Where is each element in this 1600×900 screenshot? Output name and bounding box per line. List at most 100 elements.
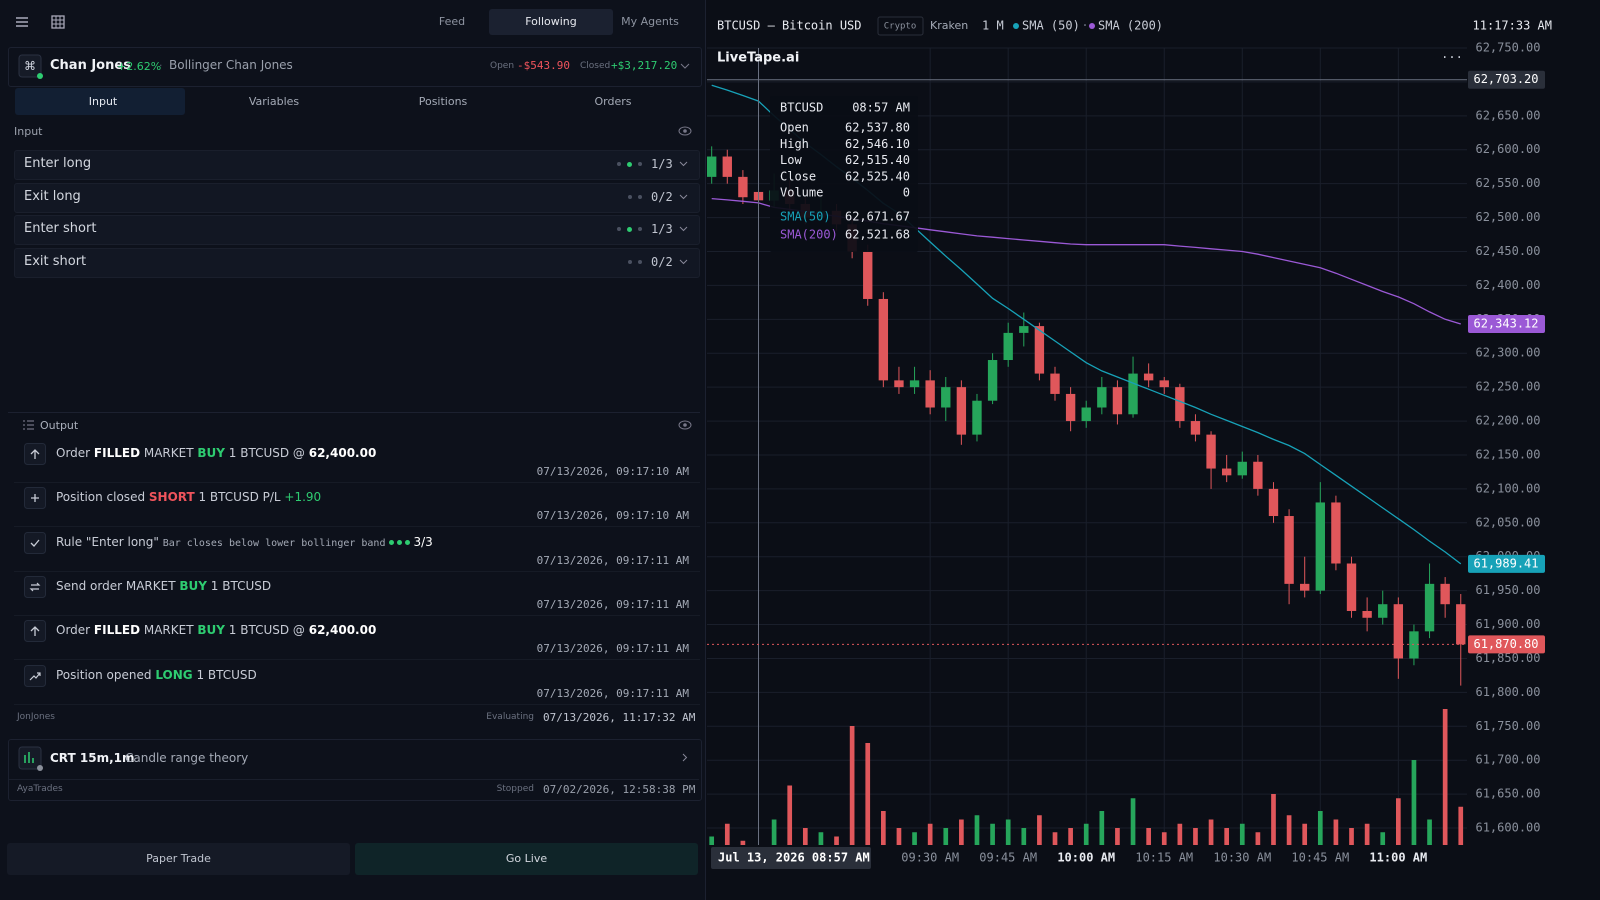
log-part: Bar closes below lower bollinger band [162,537,386,549]
volume-bar [1427,819,1432,845]
action-button[interactable]: Go Live [355,843,698,875]
agent-name: Chan Jones [50,58,131,73]
action-button[interactable]: Paper Trade [7,843,350,875]
y-tick-label: 61,650.00 [1475,787,1540,801]
rule-row[interactable] [14,182,700,213]
status-dot [628,194,632,199]
y-tick-label: 61,800.00 [1475,685,1540,699]
tooltip-name: Low [780,153,802,167]
candle-body [941,387,951,408]
y-tick-label: 62,650.00 [1475,108,1540,122]
x-tick-label: 11:00 AM [1369,851,1427,865]
section-tab[interactable]: Variables [186,88,356,115]
tooltip-time: 08:57 AM [852,101,910,115]
y-tick-label: 62,100.00 [1475,481,1540,495]
log-part: BUY [179,578,207,593]
log-message: Position closed SHORT 1 BTCUSD P/L +1.90 [56,490,321,504]
volume-bar [1333,819,1339,845]
y-tick-label: 61,750.00 [1475,719,1540,733]
y-tick-label: 62,400.00 [1475,278,1540,292]
section-title: Input [14,125,43,138]
eye-icon [678,420,692,430]
section-tab[interactable]: Positions [355,88,525,115]
tooltip-box [770,96,918,252]
log-part: Position closed [56,490,149,505]
chevron [680,63,690,69]
nav-tab[interactable]: My Agents [621,15,679,28]
agent-card[interactable] [8,739,702,801]
x-tick-label: 09:45 AM [979,851,1037,865]
y-tick-label: 61,850.00 [1475,651,1540,665]
header-bar [706,0,1600,44]
candle-body [1143,373,1154,381]
volume-bar [802,828,808,845]
legend-label: SMA (200) [1098,19,1163,33]
volume-bar [1302,823,1308,845]
closed-label: Closed [580,61,611,71]
volume-bar [974,815,980,845]
log-part: 1 BTCUSD P/L [194,490,285,505]
badge: Crypto [884,22,917,32]
volume-bar [865,743,871,845]
candle-body [1019,326,1029,333]
log-time: 07/13/2026, 09:17:10 AM [536,509,689,523]
section-title: Output [40,419,79,432]
y-tick-label: 62,550.00 [1475,176,1540,190]
status-user: JonJones [17,712,55,722]
eye-icon [678,126,692,136]
separator: · [159,59,163,72]
rule-name: Exit short [24,254,87,270]
candle-body [1003,332,1013,361]
log-part: Position opened [56,667,156,682]
rule-row[interactable] [14,215,700,246]
divider [9,779,699,780]
log-part: MARKET [140,446,198,460]
log-icon [24,620,46,643]
volume-bar [1380,832,1386,845]
tooltip-name: SMA(50) [780,210,831,224]
nav-tab[interactable]: Feed [438,15,466,28]
candle-body [1409,631,1419,659]
agent-change: +2.62% [117,60,162,73]
tooltip-value: 62,521.68 [845,228,910,242]
candle-body [1284,516,1294,584]
candle-body [1331,502,1341,564]
section-tab[interactable]: Input [15,88,185,115]
tab-label: Input [88,95,118,108]
tooltip-symbol: BTCUSD [780,101,823,115]
rule-row[interactable] [14,150,700,180]
y-tick-label: 62,600.00 [1475,142,1540,156]
candle-body [894,380,904,388]
chevron [679,194,688,199]
candle-body [707,156,717,177]
log-message: Order FILLED MARKET BUY 1 BTCUSD @ 62,40… [56,623,376,637]
menu-icon[interactable] [14,15,30,29]
crosshair-time: Jul 13, 2026 08:57 AM [718,851,870,865]
status-dots [614,157,645,170]
volume-bar [1193,828,1198,845]
log-message: Order FILLED MARKET BUY 1 BTCUSD @ 62,40… [56,446,376,460]
candle-body [1190,421,1201,435]
price-tag: 61,870.80 [1473,637,1538,651]
agent-strategy: Bollinger Chan Jones [169,58,293,72]
volume-bar [787,785,793,845]
volume-bar [709,836,715,845]
tab-label: Variables [248,95,300,108]
y-tick-label: 62,450.00 [1475,244,1540,258]
tooltip-name: Volume [780,186,823,200]
chart-menu[interactable]: ··· [1441,51,1463,65]
tooltip-name: Open [780,121,809,135]
section-tab[interactable]: Orders [525,88,695,115]
grid-icon[interactable] [51,15,65,29]
volume-bar [896,828,902,845]
rule-row[interactable] [14,248,700,279]
nav-tab[interactable]: Following [489,9,613,35]
candle-body [1206,434,1216,469]
log-part: Rule "Enter long" [56,534,163,549]
volume-bar [1395,798,1401,845]
log-part: +1.90 [284,490,322,505]
log-part: FILLED [93,446,141,460]
candle-body [1315,502,1325,591]
status-dot [404,539,410,545]
